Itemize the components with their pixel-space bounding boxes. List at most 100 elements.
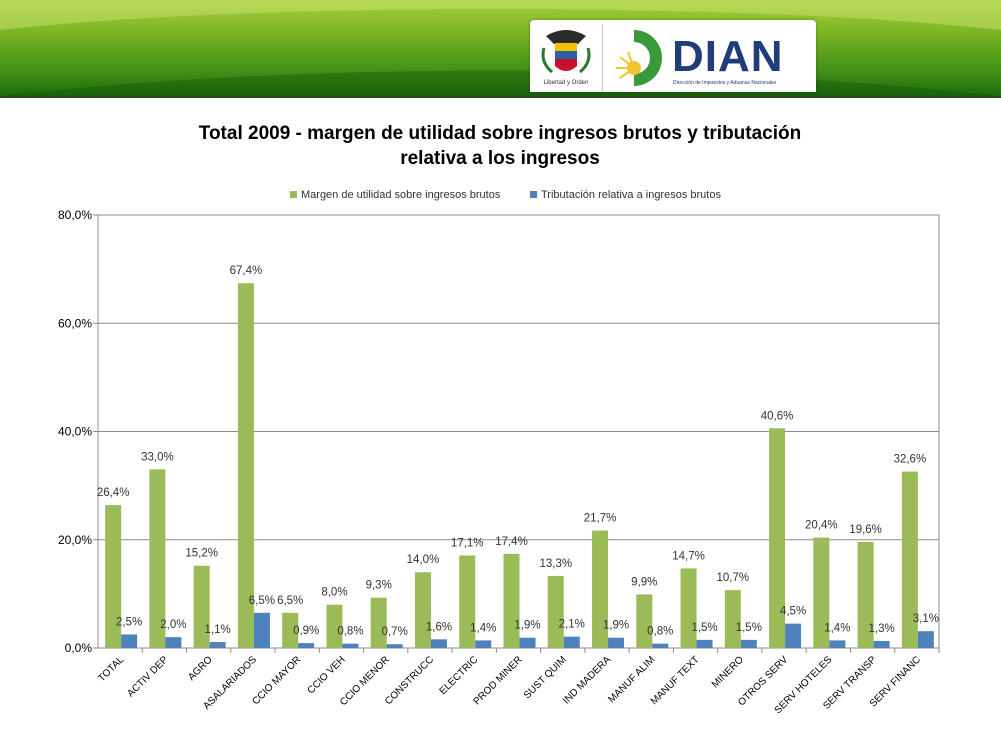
data-label-margen: 15,2% xyxy=(185,548,218,560)
shield-caption: Libertad y Orden xyxy=(543,80,589,86)
bar-margen xyxy=(769,428,786,648)
y-tick-label: 60,0% xyxy=(58,316,92,330)
data-label-margen: 20,4% xyxy=(805,520,838,532)
bar-tributacion xyxy=(298,643,315,648)
legend-swatch-tributacion xyxy=(530,191,537,198)
brand-subtitle: Dirección de Impuestos y Aduanas Naciona… xyxy=(673,80,777,86)
bar-tributacion xyxy=(253,612,270,648)
data-label-margen: 40,6% xyxy=(761,410,794,422)
x-category-label: SUST QUIM xyxy=(522,654,569,701)
bar-margen xyxy=(193,565,210,648)
bar-margen xyxy=(237,283,254,648)
legend-label-tributacion: Tributación relativa a ingresos brutos xyxy=(541,189,721,201)
bar-tributacion xyxy=(475,640,492,648)
bar-margen xyxy=(503,553,520,648)
bar-margen xyxy=(857,541,874,648)
bar-tributacion xyxy=(563,636,580,648)
bar-tributacion xyxy=(696,639,713,648)
data-label-tributacion: 1,9% xyxy=(514,620,540,632)
data-label-tributacion: 1,1% xyxy=(205,624,231,636)
data-label-margen: 8,0% xyxy=(321,587,347,599)
bar-tributacion xyxy=(342,643,359,648)
bar-margen xyxy=(459,555,476,648)
data-label-tributacion: 4,5% xyxy=(780,606,806,618)
x-category-label: IND MADERA xyxy=(561,654,613,706)
data-label-tributacion: 0,8% xyxy=(337,626,363,638)
data-label-tributacion: 1,9% xyxy=(603,620,629,632)
bar-tributacion xyxy=(873,640,890,648)
x-category-label: TOTAL xyxy=(96,654,126,684)
data-label-margen: 14,7% xyxy=(672,550,705,562)
data-label-margen: 14,0% xyxy=(407,554,440,566)
brand-name: DIAN xyxy=(672,32,784,81)
bar-margen xyxy=(105,505,122,648)
data-label-tributacion: 1,4% xyxy=(470,622,496,634)
x-category-label: ACTIV DEP xyxy=(125,654,170,699)
data-label-tributacion: 2,0% xyxy=(160,619,186,631)
bar-margen xyxy=(592,530,609,648)
data-label-margen: 6,5% xyxy=(277,595,303,607)
y-tick-label: 20,0% xyxy=(58,533,92,547)
bar-tributacion xyxy=(430,639,447,648)
data-label-margen: 13,3% xyxy=(539,558,572,570)
x-category-label: ELECTRIC xyxy=(438,654,481,697)
data-label-margen: 19,6% xyxy=(849,524,882,536)
data-label-tributacion: 1,5% xyxy=(736,622,762,634)
data-label-tributacion: 0,8% xyxy=(647,626,673,638)
y-tick-label: 0,0% xyxy=(65,641,93,655)
x-category-label: AGRO xyxy=(186,654,215,683)
bar-tributacion xyxy=(519,637,536,648)
bar-tributacion xyxy=(209,642,226,648)
data-label-tributacion: 2,1% xyxy=(559,619,585,631)
bar-margen xyxy=(370,597,387,648)
bar-tributacion xyxy=(740,639,757,648)
data-label-margen: 21,7% xyxy=(584,513,617,525)
bar-tributacion xyxy=(165,637,182,648)
data-label-margen: 10,7% xyxy=(717,572,750,584)
bar-margen xyxy=(724,590,741,648)
data-label-margen: 33,0% xyxy=(141,451,174,463)
data-label-tributacion: 1,3% xyxy=(868,623,894,635)
logo-panel xyxy=(530,20,816,92)
bar-tributacion xyxy=(829,640,846,648)
bar-tributacion xyxy=(386,644,403,648)
coat-of-arms-logo xyxy=(541,30,591,74)
data-label-margen: 17,1% xyxy=(451,537,484,549)
data-label-tributacion: 0,9% xyxy=(293,625,319,637)
bar-margen xyxy=(414,572,431,648)
bar-margen xyxy=(149,469,166,648)
bar-margen xyxy=(326,604,343,648)
legend-label-margen: Margen de utilidad sobre ingresos brutos xyxy=(301,189,501,201)
bar-margen xyxy=(813,537,830,648)
y-tick-label: 80,0% xyxy=(58,208,92,222)
data-label-margen: 32,6% xyxy=(894,454,927,466)
bar-margen xyxy=(636,594,653,648)
bar-tributacion xyxy=(608,637,625,648)
data-label-margen: 67,4% xyxy=(230,265,263,277)
data-label-margen: 26,4% xyxy=(97,487,130,499)
data-label-margen: 17,4% xyxy=(495,536,528,548)
bar-tributacion xyxy=(785,623,802,648)
chart-title-line1: Total 2009 - margen de utilidad sobre in… xyxy=(198,123,802,144)
data-label-tributacion: 6,5% xyxy=(249,595,275,607)
y-tick-label: 40,0% xyxy=(58,425,92,439)
bar-margen xyxy=(680,568,697,648)
bar-tributacion xyxy=(652,643,669,648)
data-label-tributacion: 1,4% xyxy=(824,622,850,634)
data-label-margen: 9,3% xyxy=(366,580,392,592)
bar-tributacion xyxy=(917,631,934,648)
bar-margen xyxy=(901,471,918,648)
chart-title-line2: relativa a los ingresos xyxy=(400,148,600,169)
chart-title: Total 2009 - margen de utilidad sobre in… xyxy=(100,121,900,171)
data-label-tributacion: 2,5% xyxy=(116,616,142,628)
data-label-tributacion: 1,6% xyxy=(426,621,452,633)
data-label-tributacion: 1,5% xyxy=(691,622,717,634)
dian-sun-logo xyxy=(616,30,662,86)
bar-margen xyxy=(547,576,564,648)
logo-divider xyxy=(602,24,603,92)
bar-tributacion xyxy=(121,634,138,648)
data-label-tributacion: 3,1% xyxy=(913,613,939,625)
legend-swatch-margen xyxy=(290,191,297,198)
data-label-tributacion: 0,7% xyxy=(382,626,408,638)
